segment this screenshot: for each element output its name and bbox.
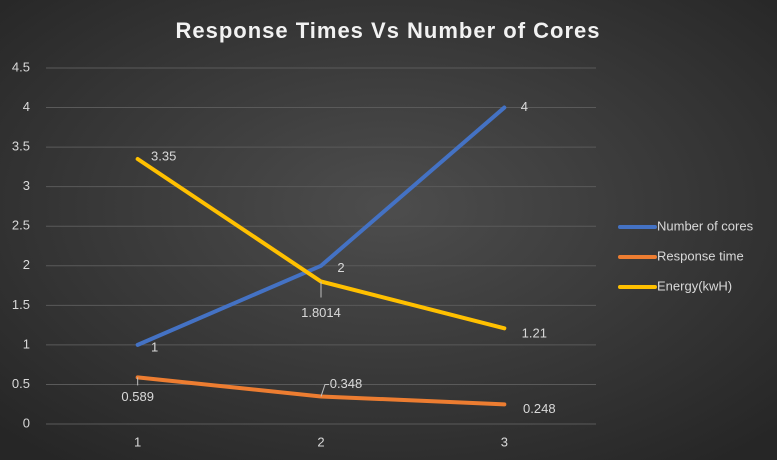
y-tick-label: 0: [23, 415, 30, 430]
data-label: 2: [337, 260, 344, 275]
x-tick-label: 2: [317, 434, 324, 449]
y-tick-label: 3.5: [12, 139, 30, 154]
data-label: 3.35: [151, 148, 176, 163]
data-label: 4: [521, 99, 528, 114]
y-tick-label: 3: [23, 178, 30, 193]
y-tick-label: 4.5: [12, 59, 30, 74]
y-tick-label: 4: [23, 99, 30, 114]
y-tick-label: 1: [23, 336, 30, 351]
legend-label: Energy(kwH): [657, 278, 732, 293]
series-line: [135, 105, 507, 347]
x-tick-label: 1: [134, 434, 141, 449]
legend-label: Response time: [657, 248, 744, 263]
x-tick-label: 3: [501, 434, 508, 449]
data-label: 0.589: [121, 389, 154, 404]
data-label: 1: [151, 339, 158, 354]
data-label: 1.21: [522, 326, 547, 341]
data-label: 1.8014: [301, 305, 341, 320]
legend-label: Number of cores: [657, 218, 754, 233]
data-label: 0.348: [330, 376, 363, 391]
leader-line: [320, 383, 329, 397]
y-tick-label: 0.5: [12, 376, 30, 391]
y-tick-label: 2: [23, 257, 30, 272]
series-line: [135, 156, 507, 331]
data-label: 0.248: [523, 401, 556, 416]
y-tick-label: 2.5: [12, 218, 30, 233]
chart-title: Response Times Vs Number of Cores: [175, 18, 600, 43]
y-tick-label: 1.5: [12, 297, 30, 312]
